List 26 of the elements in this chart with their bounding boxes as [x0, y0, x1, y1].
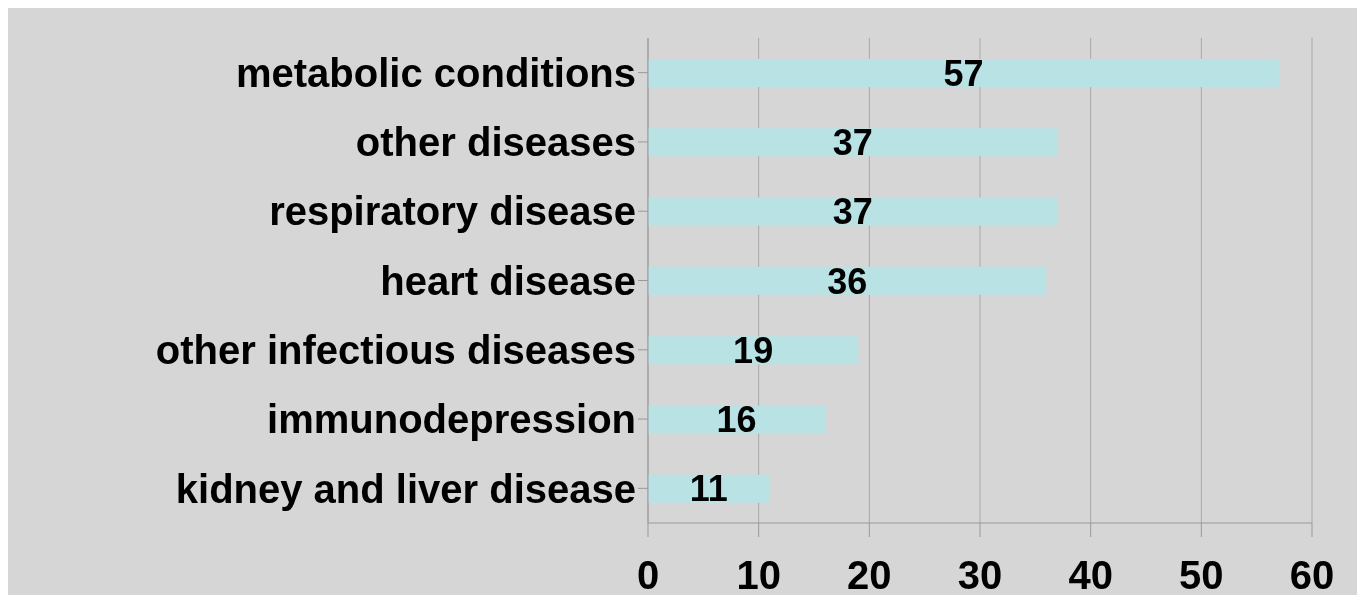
y-tick-label: respiratory disease	[269, 189, 636, 234]
y-tick-label: metabolic conditions	[235, 50, 636, 95]
y-tick-label: other diseases	[355, 120, 636, 165]
x-tick-label: 60	[1289, 553, 1335, 598]
y-tick-label: heart disease	[380, 258, 636, 303]
data-label: 19	[733, 329, 774, 371]
x-tick-label: 20	[847, 553, 892, 598]
x-tick-label: 30	[957, 553, 1003, 598]
data-label: 36	[827, 260, 868, 302]
y-tick-label: kidney and liver disease	[175, 466, 636, 511]
x-tick-label: 40	[1068, 553, 1113, 598]
x-tick-label: 0	[636, 553, 660, 598]
bar	[648, 336, 859, 365]
data-label: 16	[716, 399, 757, 441]
bar	[648, 59, 1279, 87]
bar	[648, 128, 1058, 157]
y-tick-label: other infectious diseases	[155, 327, 636, 372]
data-label: 11	[689, 468, 728, 510]
x-tick-label: 50	[1179, 553, 1224, 598]
x-tick-label: 10	[736, 553, 781, 598]
y-tick-label: immunodepression	[267, 397, 636, 442]
bar	[648, 197, 1058, 226]
data-label: 37	[832, 122, 873, 164]
bar	[648, 266, 1047, 295]
data-label: 37	[832, 191, 873, 233]
data-label: 57	[943, 52, 984, 94]
